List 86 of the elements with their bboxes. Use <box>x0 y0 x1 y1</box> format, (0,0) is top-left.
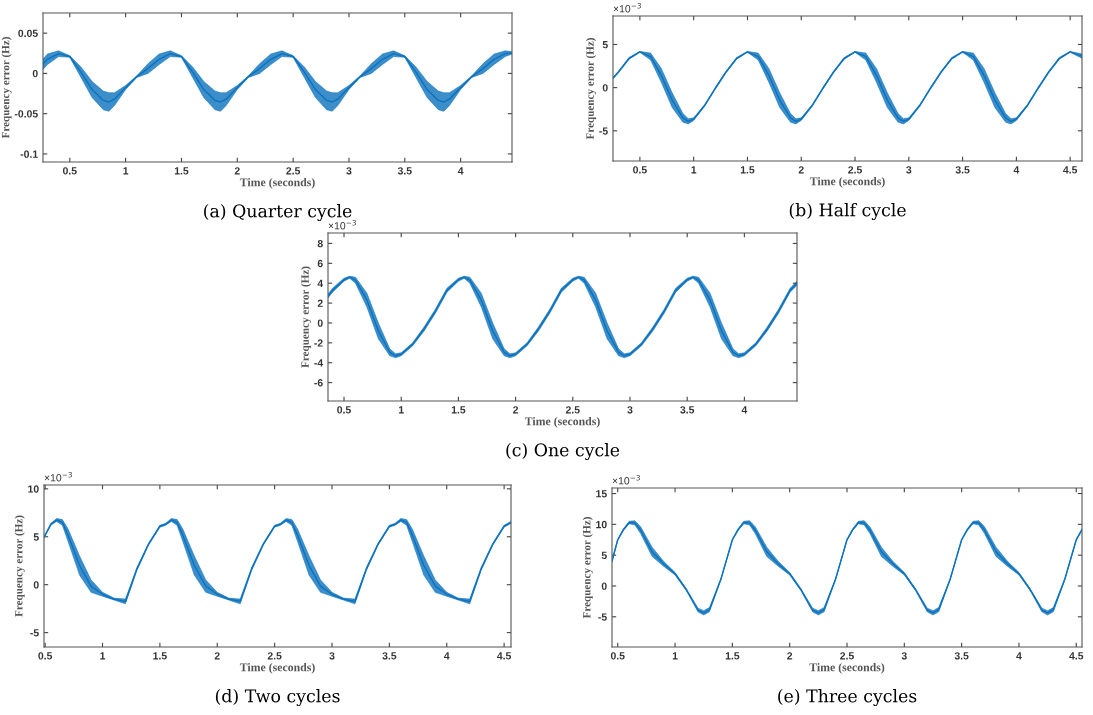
text: ×10$^{−3}$ <box>44 471 72 482</box>
x-tick-label: 3 <box>329 652 335 660</box>
y-tick-label: -5 <box>30 629 39 637</box>
y-tick-label: -0.05 <box>14 110 38 118</box>
x-tick-label: 3 <box>346 167 352 175</box>
x-axis-title: Time (seconds) <box>524 416 600 428</box>
y-tick-label: -2 <box>314 339 323 347</box>
y-tick-label: 6 <box>317 259 323 268</box>
x-tick-label: 1.5 <box>725 652 740 660</box>
text: ×10$^{−3}$ <box>613 2 641 13</box>
y-tick-label: -5 <box>598 613 607 621</box>
text: ×10$^{−3}$ <box>612 474 640 485</box>
x-tick-label: 2 <box>214 652 220 660</box>
text: (a) Quarter cycle <box>204 204 352 222</box>
x-tick-label: 4.5 <box>1069 652 1084 660</box>
text: (c) One cycle <box>506 443 620 461</box>
x-tick-label: 4 <box>457 167 464 175</box>
x-axis-title: Time (seconds) <box>809 176 885 188</box>
x-tick-label: 1 <box>100 652 106 660</box>
x-tick-label: 3 <box>627 406 633 414</box>
x-tick-label: 3.5 <box>680 406 695 414</box>
y-tick-label: 5 <box>601 551 607 560</box>
y-tick-label: 0 <box>601 582 607 590</box>
x-tick-label: 4.5 <box>1063 166 1078 174</box>
x-tick-label: 1.5 <box>451 406 466 414</box>
y-axis-title: Frequency error (Hz) <box>14 515 25 617</box>
y-axis-title: Frequency error (Hz) <box>585 38 597 140</box>
y-tick-label: 8 <box>317 239 323 248</box>
y-axis-title: Frequency error (Hz) <box>1 37 12 139</box>
y-tick-label: 0 <box>32 69 38 78</box>
x-axis-title: Time (seconds) <box>239 662 315 674</box>
y-tick-label: 10 <box>596 520 607 529</box>
x-tick-label: 0.5 <box>38 652 53 660</box>
x-tick-label: 3.5 <box>955 166 970 174</box>
x-tick-label: 2 <box>513 406 519 414</box>
x-tick-label: 2.5 <box>565 406 580 414</box>
y-tick-label: 0 <box>317 319 323 327</box>
x-tick-label: 3 <box>901 652 907 660</box>
x-tick-label: 4 <box>741 406 748 414</box>
x-tick-label: 1 <box>398 406 404 414</box>
x-tick-label: 1 <box>691 166 697 174</box>
x-tick-label: 1.5 <box>740 166 755 174</box>
x-tick-label: 2 <box>798 166 804 174</box>
x-tick-label: 2.5 <box>840 652 854 660</box>
y-tick-label: 0 <box>602 84 608 92</box>
y-tick-label: 10 <box>28 485 39 493</box>
x-tick-label: 1.5 <box>174 167 189 175</box>
x-tick-label: 1.5 <box>153 652 167 660</box>
y-tick-label: 15 <box>596 490 607 498</box>
x-tick-label: 3 <box>906 166 912 174</box>
text: (b) Half cycle <box>789 203 906 221</box>
x-tick-label: 0.5 <box>62 167 77 175</box>
y-tick-label: 4 <box>317 279 324 287</box>
x-tick-label: 2.5 <box>848 166 862 174</box>
x-tick-label: 2 <box>234 167 240 175</box>
text: ×10$^{−3}$ <box>328 219 356 230</box>
x-tick-label: 4.5 <box>497 652 512 660</box>
x-tick-label: 0.5 <box>610 652 625 660</box>
y-axis-title: Frequency error (Hz) <box>300 266 312 368</box>
x-tick-label: 3.5 <box>954 652 969 660</box>
x-tick-label: 2.5 <box>286 167 301 175</box>
x-tick-label: 4 <box>1013 166 1020 174</box>
text: (d) Two cycles <box>215 689 340 707</box>
y-tick-label: 0.05 <box>18 29 38 38</box>
y-tick-label: 0 <box>33 581 39 589</box>
y-tick-label: 5 <box>33 533 39 541</box>
text: (e) Three cycles <box>778 689 917 707</box>
y-tick-label: -0.1 <box>20 150 38 158</box>
y-tick-label: -4 <box>314 359 324 367</box>
y-tick-label: -5 <box>599 127 608 135</box>
y-tick-label: 2 <box>317 299 323 307</box>
x-tick-label: 4 <box>1016 652 1022 660</box>
x-tick-label: 3.5 <box>397 167 412 175</box>
y-tick-label: -6 <box>314 379 323 387</box>
y-axis-title: Frequency error (Hz) <box>582 517 593 619</box>
x-tick-label: 2.5 <box>267 652 282 660</box>
y-tick-label: 5 <box>602 41 608 49</box>
x-tick-label: 1 <box>123 167 129 175</box>
x-tick-label: 0.5 <box>337 406 351 414</box>
x-tick-label: 0.5 <box>633 166 647 174</box>
x-axis-title: Time (seconds) <box>809 662 885 674</box>
x-tick-label: 3.5 <box>382 652 397 660</box>
x-axis-title: Time (seconds) <box>239 177 315 189</box>
x-tick-label: 4 <box>444 652 450 660</box>
x-tick-label: 1 <box>672 652 678 660</box>
x-tick-label: 2 <box>787 652 793 660</box>
